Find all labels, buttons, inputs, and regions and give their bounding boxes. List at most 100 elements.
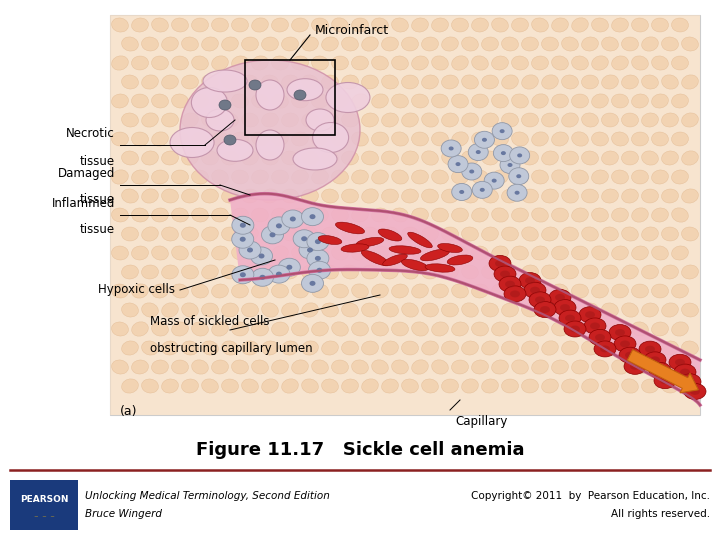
Ellipse shape xyxy=(142,151,158,165)
Text: tissue: tissue xyxy=(80,155,115,168)
Ellipse shape xyxy=(590,322,600,329)
Ellipse shape xyxy=(240,272,246,277)
Ellipse shape xyxy=(511,56,528,70)
Ellipse shape xyxy=(482,265,498,279)
Ellipse shape xyxy=(282,151,299,165)
Ellipse shape xyxy=(642,303,659,317)
Ellipse shape xyxy=(372,322,389,336)
Ellipse shape xyxy=(171,132,189,146)
Ellipse shape xyxy=(219,100,231,110)
Ellipse shape xyxy=(282,113,298,127)
Ellipse shape xyxy=(441,75,459,89)
Ellipse shape xyxy=(332,170,348,184)
Ellipse shape xyxy=(232,246,248,260)
Ellipse shape xyxy=(431,170,449,184)
Ellipse shape xyxy=(412,208,428,222)
Ellipse shape xyxy=(674,364,696,380)
Ellipse shape xyxy=(412,132,428,146)
Ellipse shape xyxy=(142,189,158,203)
Ellipse shape xyxy=(212,56,228,70)
Ellipse shape xyxy=(256,130,284,160)
Ellipse shape xyxy=(431,132,449,146)
Ellipse shape xyxy=(202,37,218,51)
Ellipse shape xyxy=(322,265,338,279)
Ellipse shape xyxy=(602,227,618,241)
Ellipse shape xyxy=(611,360,629,374)
Ellipse shape xyxy=(312,284,328,298)
Ellipse shape xyxy=(572,18,588,32)
Ellipse shape xyxy=(531,56,549,70)
Ellipse shape xyxy=(202,265,218,279)
Ellipse shape xyxy=(181,151,199,165)
Ellipse shape xyxy=(562,265,578,279)
Ellipse shape xyxy=(341,244,369,252)
Text: Microinfarct: Microinfarct xyxy=(315,24,389,37)
Ellipse shape xyxy=(630,363,640,370)
Ellipse shape xyxy=(132,208,148,222)
Ellipse shape xyxy=(341,303,359,317)
FancyBboxPatch shape xyxy=(10,480,78,530)
Ellipse shape xyxy=(142,75,158,89)
Text: Mass of sickled cells: Mass of sickled cells xyxy=(150,315,269,328)
Bar xyxy=(110,15,700,415)
Ellipse shape xyxy=(331,56,348,70)
Ellipse shape xyxy=(482,113,498,127)
Ellipse shape xyxy=(402,303,418,317)
Ellipse shape xyxy=(171,170,189,184)
Ellipse shape xyxy=(310,214,315,219)
Ellipse shape xyxy=(459,190,464,194)
Ellipse shape xyxy=(389,246,421,254)
Ellipse shape xyxy=(502,189,518,203)
Ellipse shape xyxy=(672,132,688,146)
Ellipse shape xyxy=(521,75,539,89)
Ellipse shape xyxy=(351,132,369,146)
Ellipse shape xyxy=(517,153,522,158)
Ellipse shape xyxy=(392,18,408,32)
Ellipse shape xyxy=(582,151,598,165)
Ellipse shape xyxy=(242,265,258,279)
Ellipse shape xyxy=(232,132,248,146)
Ellipse shape xyxy=(642,379,658,393)
Ellipse shape xyxy=(181,113,199,127)
Ellipse shape xyxy=(269,232,276,238)
Ellipse shape xyxy=(655,367,665,374)
Ellipse shape xyxy=(652,94,668,108)
Ellipse shape xyxy=(372,170,389,184)
Ellipse shape xyxy=(181,341,199,355)
Ellipse shape xyxy=(322,37,338,51)
Ellipse shape xyxy=(642,37,659,51)
Ellipse shape xyxy=(382,75,398,89)
Ellipse shape xyxy=(222,265,238,279)
Ellipse shape xyxy=(492,18,508,32)
Ellipse shape xyxy=(161,37,179,51)
Ellipse shape xyxy=(562,341,578,355)
Ellipse shape xyxy=(412,170,428,184)
Ellipse shape xyxy=(572,208,588,222)
Ellipse shape xyxy=(317,268,323,273)
Text: tissue: tissue xyxy=(80,223,115,236)
Ellipse shape xyxy=(451,132,469,146)
Ellipse shape xyxy=(302,303,318,317)
Ellipse shape xyxy=(282,341,299,355)
Ellipse shape xyxy=(292,170,308,184)
Ellipse shape xyxy=(462,113,478,127)
Ellipse shape xyxy=(242,379,258,393)
Ellipse shape xyxy=(361,265,378,279)
Ellipse shape xyxy=(552,170,568,184)
Ellipse shape xyxy=(151,360,168,374)
Ellipse shape xyxy=(521,303,539,317)
Ellipse shape xyxy=(562,151,578,165)
Ellipse shape xyxy=(351,18,369,32)
Ellipse shape xyxy=(652,18,668,32)
Ellipse shape xyxy=(132,132,148,146)
Ellipse shape xyxy=(192,132,208,146)
Text: Unlocking Medical Terminology, Second Edition: Unlocking Medical Terminology, Second Ed… xyxy=(85,491,330,501)
Ellipse shape xyxy=(292,18,308,32)
Ellipse shape xyxy=(382,113,398,127)
Ellipse shape xyxy=(662,151,678,165)
Ellipse shape xyxy=(521,189,539,203)
Ellipse shape xyxy=(672,208,688,222)
Ellipse shape xyxy=(534,301,556,318)
Ellipse shape xyxy=(672,246,688,260)
Ellipse shape xyxy=(271,132,289,146)
